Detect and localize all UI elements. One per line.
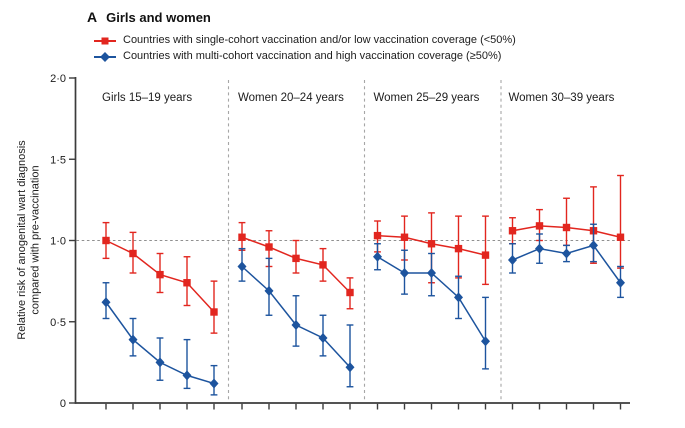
data-point-diamond [562, 248, 571, 259]
legend-label-single-cohort: Countries with single-cohort vaccination… [123, 34, 516, 46]
data-point-diamond [454, 292, 463, 303]
data-point-diamond [318, 333, 328, 343]
data-point-square [454, 244, 463, 253]
data-point-square [210, 308, 218, 316]
data-point-square [616, 233, 625, 241]
figure-header: A Girls and women [87, 9, 211, 25]
y-axis-title: Relative risk of anogenital wart diagnos… [16, 140, 42, 340]
legend-item-single-cohort: Countries with single-cohort vaccination… [94, 34, 516, 47]
panel-label: Women 30–39 years [509, 92, 615, 104]
data-point-diamond [427, 268, 436, 278]
data-point-square [427, 240, 436, 248]
y-tick-label: 2·0 [50, 73, 66, 85]
data-point-square [238, 233, 246, 241]
data-point-diamond [209, 378, 219, 389]
data-point-diamond [345, 362, 355, 373]
data-point-square [183, 279, 191, 287]
panel-letter: A [87, 9, 98, 25]
data-point-square [102, 236, 110, 245]
y-tick-label: 1·0 [50, 236, 66, 248]
data-point-diamond [101, 297, 111, 308]
y-tick-label: 1·5 [50, 154, 66, 166]
panel-label: Women 20–24 years [238, 92, 344, 104]
panel-label: Women 25–29 years [374, 92, 480, 104]
legend: Countries with single-cohort vaccination… [94, 34, 516, 63]
data-point-square [265, 243, 273, 251]
blue-diamond-marker-icon [94, 51, 116, 62]
data-point-square [481, 251, 490, 259]
data-point-square [508, 227, 517, 235]
data-point-diamond [182, 370, 192, 381]
data-point-square [535, 222, 544, 230]
data-point-square [373, 231, 382, 240]
y-axis-title-line: Relative risk of anogenital wart diagnos… [16, 140, 28, 340]
data-point-diamond [589, 240, 598, 251]
data-point-diamond [237, 261, 247, 272]
panel-label: Girls 15–19 years [102, 92, 192, 104]
data-point-square [319, 261, 327, 269]
data-point-diamond [291, 320, 301, 330]
red-square-marker-icon [94, 35, 116, 46]
data-point-diamond [481, 336, 490, 347]
data-point-square [129, 249, 137, 258]
data-point-square [156, 270, 164, 279]
legend-label-multi-cohort: Countries with multi-cohort vaccination … [123, 50, 502, 62]
data-point-diamond [155, 357, 165, 368]
data-point-diamond [616, 277, 625, 288]
data-point-square [292, 254, 300, 263]
data-point-square [346, 288, 354, 297]
data-point-diamond [400, 268, 409, 278]
figure-title: Girls and women [106, 10, 211, 25]
data-point-diamond [508, 255, 517, 265]
y-tick-label: 0·5 [50, 317, 66, 329]
square-marker-icon [101, 37, 109, 44]
data-point-diamond [373, 251, 382, 262]
data-point-diamond [264, 285, 274, 296]
legend-item-multi-cohort: Countries with multi-cohort vaccination … [94, 50, 516, 63]
y-tick-label: 0 [60, 398, 66, 410]
data-point-square [400, 233, 409, 241]
y-axis-title-line: compared with pre-vaccination [30, 165, 42, 314]
data-point-square [562, 223, 571, 232]
data-point-diamond [128, 334, 138, 345]
data-point-diamond [535, 243, 544, 254]
